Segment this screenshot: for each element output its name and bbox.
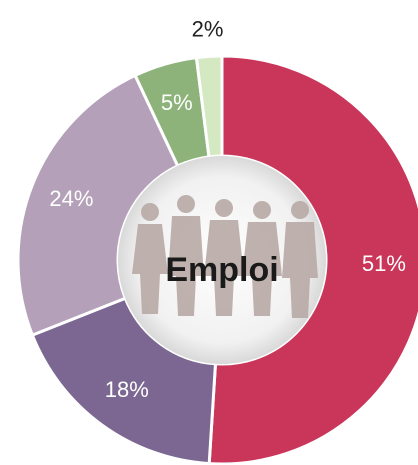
value-label: 18%	[105, 377, 149, 402]
value-label: 51%	[362, 251, 406, 276]
chart: Emploi 51% 18% 24% 5% 2%	[0, 0, 418, 465]
value-label: 5%	[161, 90, 193, 115]
value-label: 24%	[49, 186, 93, 211]
value-label: 2%	[192, 16, 224, 41]
center-label: Emploi	[165, 251, 278, 289]
